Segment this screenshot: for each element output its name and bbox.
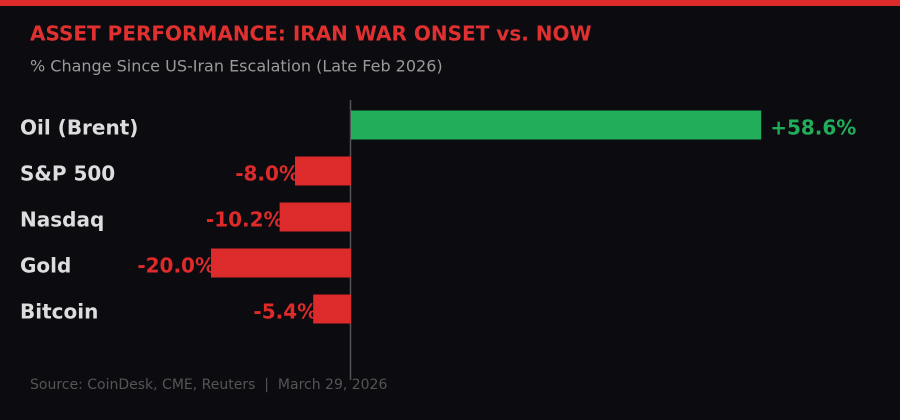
bar (313, 294, 351, 324)
value-label: -5.4% (253, 300, 317, 324)
value-label: +58.6% (770, 116, 856, 140)
value-label: -10.2% (206, 208, 284, 232)
category-label: Bitcoin (20, 300, 98, 324)
bar (351, 110, 762, 140)
value-label: -20.0% (137, 254, 215, 278)
value-label: -8.0% (235, 162, 299, 186)
bar (211, 248, 351, 278)
category-label: S&P 500 (20, 162, 115, 186)
bar (279, 202, 351, 232)
category-label: Nasdaq (20, 208, 104, 232)
chart-title: ASSET PERFORMANCE: IRAN WAR ONSET vs. NO… (30, 22, 592, 46)
bar (295, 156, 351, 186)
source-note: Source: CoinDesk, CME, Reuters | March 2… (30, 377, 387, 393)
chart-subtitle: % Change Since US-Iran Escalation (Late … (30, 57, 443, 76)
category-label: Oil (Brent) (20, 116, 138, 140)
top-accent (0, 0, 900, 6)
category-label: Gold (20, 254, 71, 278)
